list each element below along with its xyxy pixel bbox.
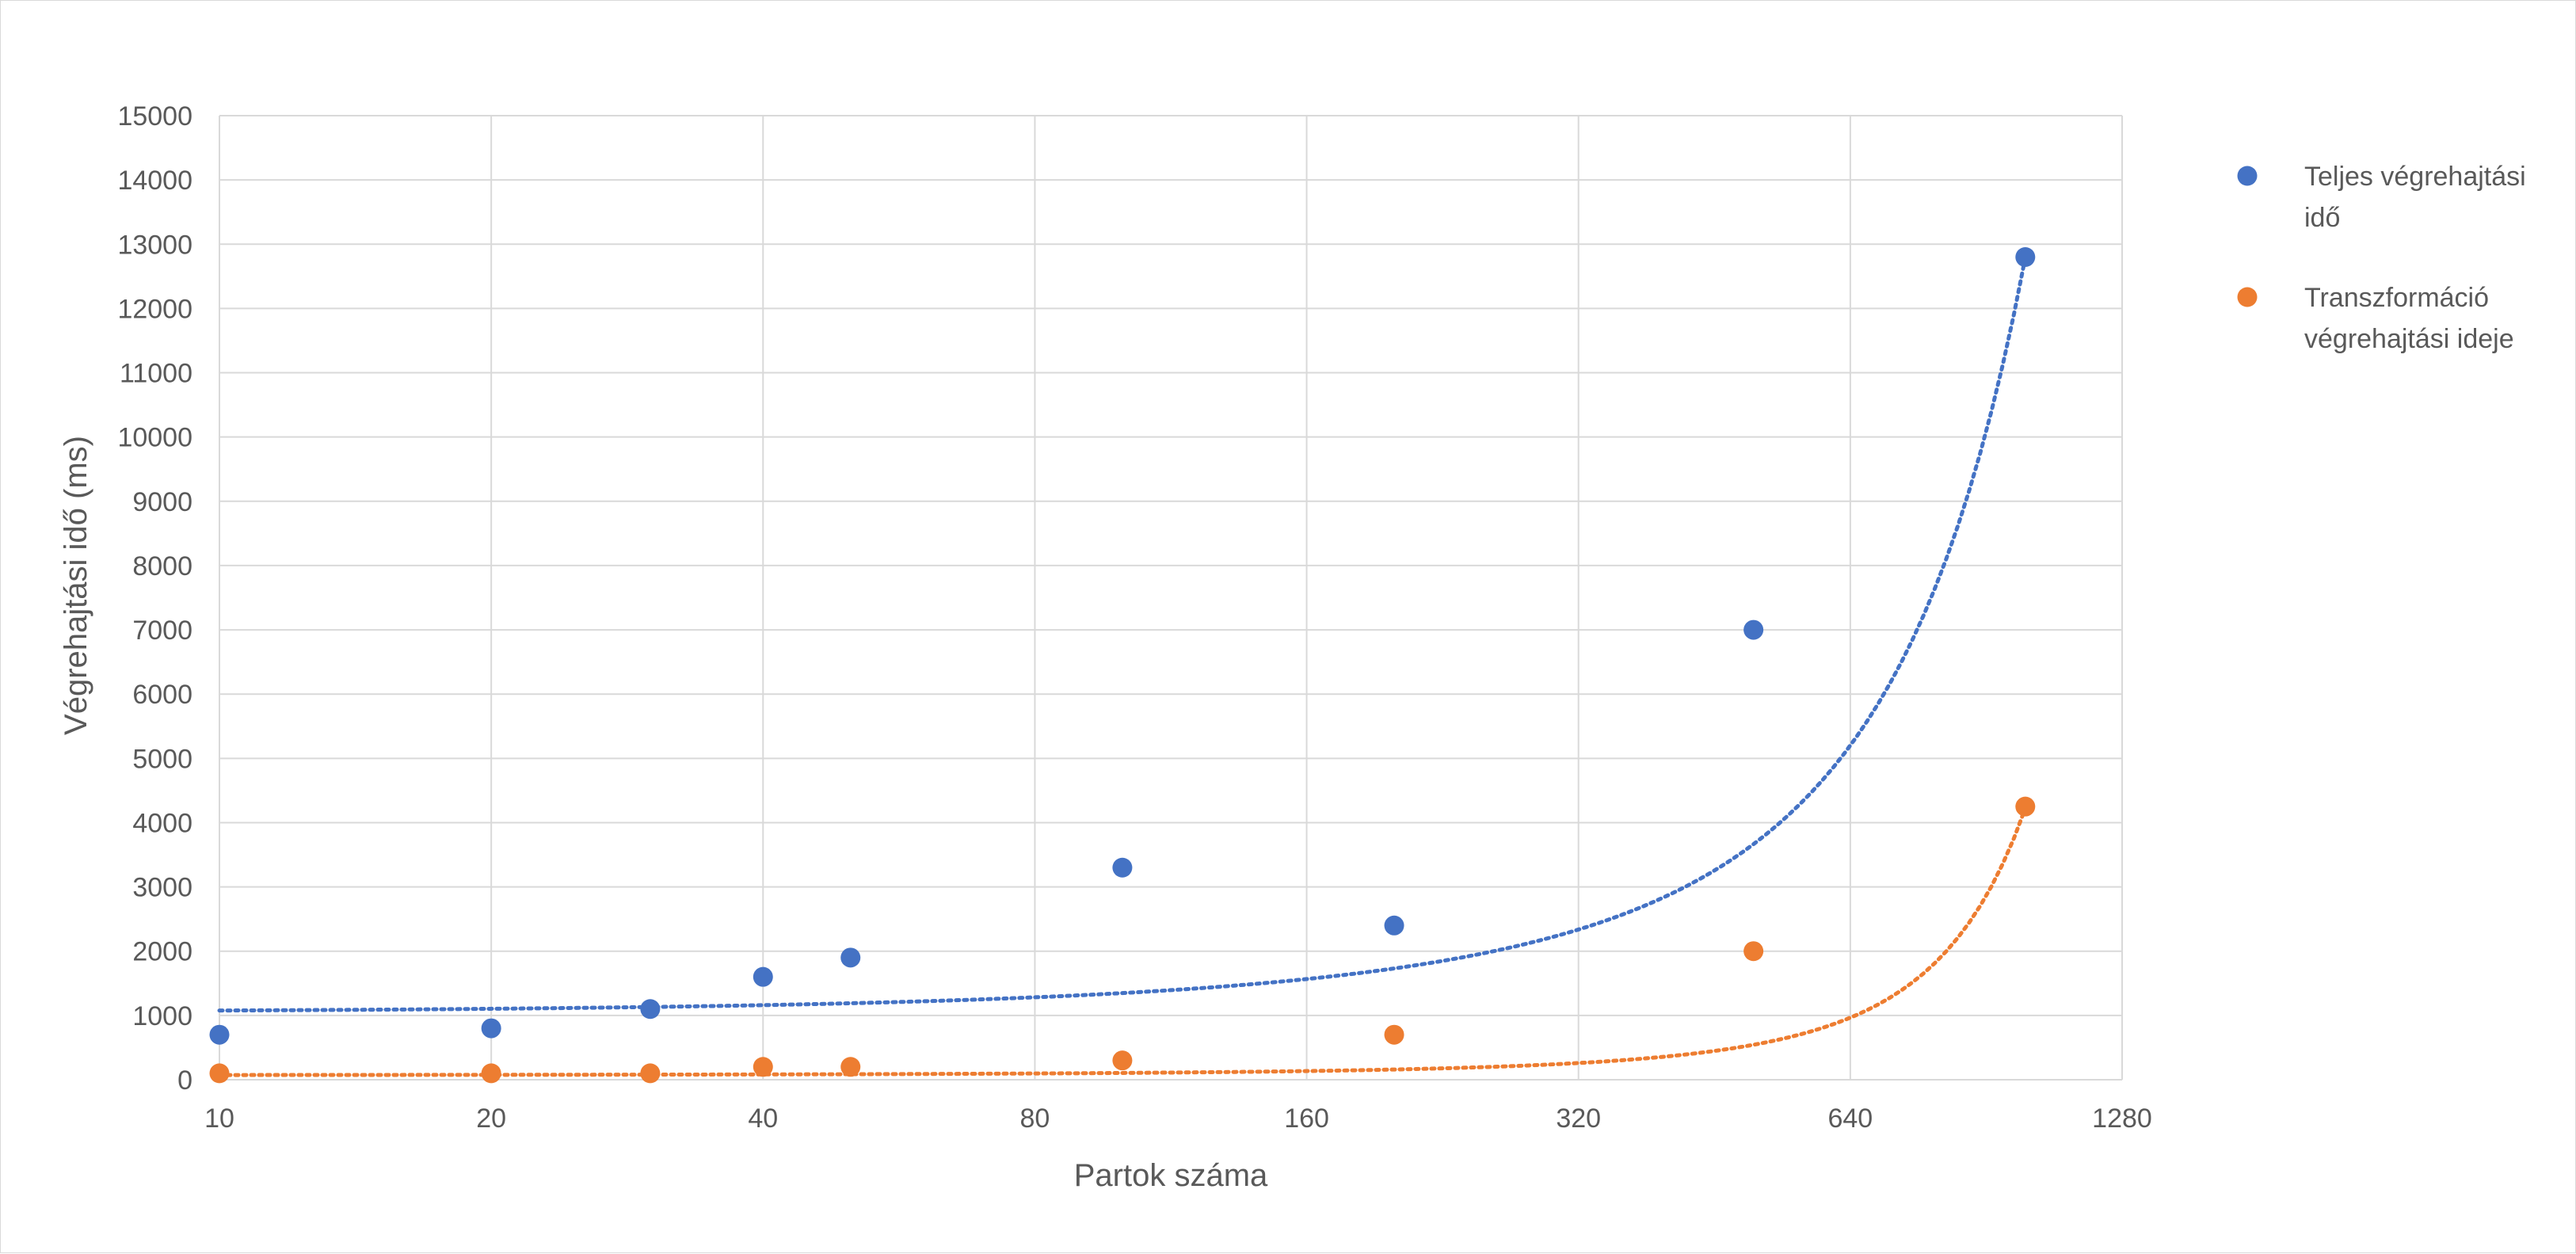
- legend-label-line: idő: [2304, 203, 2340, 233]
- data-point-series-2: [481, 1063, 501, 1084]
- legend-label-line: végrehajtási ideje: [2304, 324, 2514, 354]
- y-tick-label: 0: [177, 1065, 192, 1096]
- y-tick-label: 6000: [132, 680, 192, 710]
- data-point-series-2: [209, 1063, 230, 1084]
- y-tick-label: 7000: [132, 616, 192, 646]
- data-point-series-1: [1743, 619, 1764, 640]
- data-point-series-1: [209, 1024, 230, 1045]
- y-tick-label: 15000: [117, 101, 192, 131]
- data-point-series-1: [2015, 246, 2036, 267]
- data-point-series-2: [640, 1063, 661, 1084]
- y-tick-label: 1000: [132, 1001, 192, 1031]
- legend: Teljes végrehajtási idő Transzformáció végr…: [2237, 162, 2526, 354]
- y-tick-label: 11000: [120, 359, 192, 389]
- legend-label-line: Transzformáció: [2304, 283, 2489, 313]
- y-tick-label: 12000: [117, 294, 192, 324]
- y-tick-label: 5000: [132, 744, 192, 774]
- data-point-series-2: [1112, 1050, 1133, 1071]
- y-tick-label: 10000: [117, 423, 192, 453]
- y-tick-label: 3000: [132, 873, 192, 903]
- data-point-series-2: [1743, 941, 1764, 962]
- trendlines: [217, 255, 2028, 1077]
- y-tick-label: 13000: [117, 230, 192, 260]
- legend-entry-1: Teljes végrehajtási idő: [2237, 162, 2526, 233]
- x-tick-label: 320: [1556, 1103, 1601, 1134]
- x-tick-label: 640: [1827, 1103, 1873, 1134]
- y-tick-label: 2000: [132, 937, 192, 967]
- x-tick-label: 160: [1284, 1103, 1329, 1134]
- data-point-series-1: [481, 1018, 501, 1039]
- gridlines: [219, 115, 2123, 1081]
- x-axis-title: Partok száma: [1074, 1158, 1268, 1193]
- legend-label-line: Teljes végrehajtási: [2304, 162, 2526, 192]
- x-tick-label: 1280: [2092, 1103, 2152, 1134]
- y-axis-ticks: 0 1000 2000 3000 4000 5000 6000 7000 8000 9000 100…: [117, 101, 192, 1096]
- trendline-series-1: [217, 255, 2028, 1013]
- legend-marker: [2237, 287, 2258, 307]
- data-point-series-1: [840, 947, 861, 968]
- data-point-series-1: [640, 999, 661, 1020]
- trendline-series-2: [217, 806, 2028, 1077]
- x-tick-label: 40: [748, 1103, 778, 1134]
- x-tick-label: 20: [476, 1103, 506, 1134]
- data-point-series-1: [1112, 857, 1133, 878]
- data-points: [209, 246, 2036, 1084]
- y-tick-label: 9000: [132, 487, 192, 517]
- data-point-series-2: [840, 1057, 861, 1077]
- y-axis-title: Végrehajtási idő (ms): [59, 436, 93, 735]
- data-point-series-2: [1384, 1024, 1404, 1045]
- x-axis-ticks: 10 20 40 80 160 320 640 1280: [204, 1103, 2152, 1134]
- legend-entry-2: Transzformáció végrehajtási ideje: [2237, 283, 2514, 354]
- legend-marker: [2237, 166, 2258, 186]
- y-tick-label: 8000: [132, 551, 192, 581]
- data-point-series-2: [753, 1057, 773, 1077]
- x-tick-label: 80: [1020, 1103, 1050, 1134]
- y-tick-label: 4000: [132, 808, 192, 838]
- x-tick-label: 10: [204, 1103, 234, 1134]
- data-point-series-2: [2015, 796, 2036, 817]
- data-point-series-1: [1384, 915, 1404, 936]
- y-tick-label: 14000: [117, 166, 192, 196]
- data-point-series-1: [753, 966, 773, 987]
